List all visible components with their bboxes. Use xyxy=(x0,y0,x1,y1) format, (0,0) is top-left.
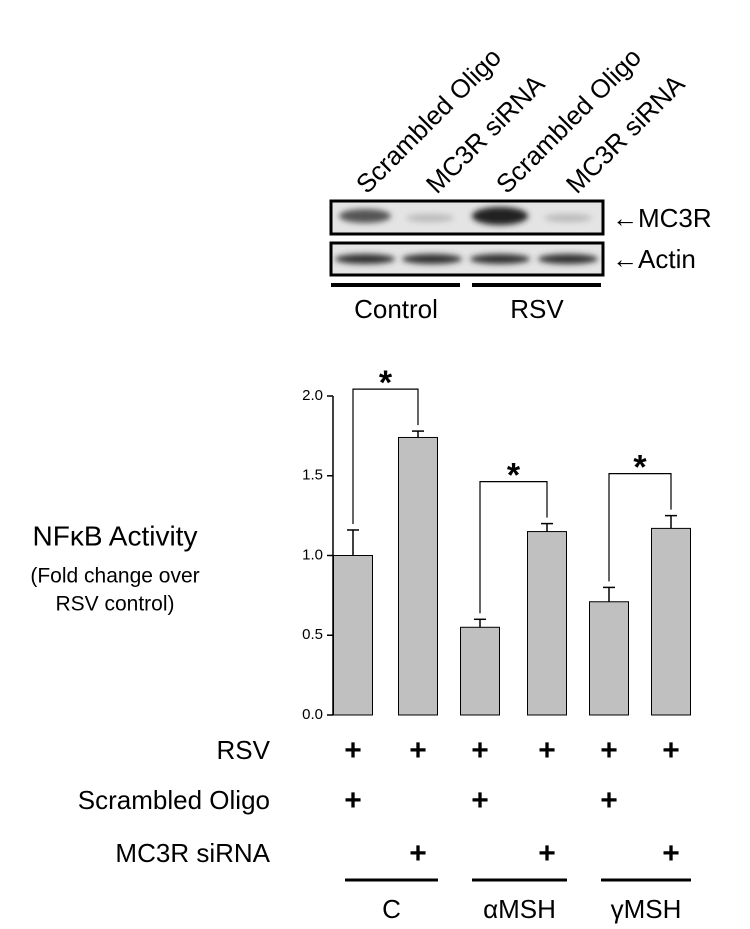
bar xyxy=(589,601,629,716)
y-tick-label: 0.5 xyxy=(302,626,323,643)
bar xyxy=(527,531,567,716)
significance-label: * xyxy=(507,457,521,495)
significance-label: * xyxy=(633,449,647,487)
y-axis-label: (Fold change over xyxy=(30,565,199,588)
condition-label: MC3R siRNA xyxy=(115,838,270,868)
group-label: αMSH xyxy=(483,894,556,924)
blot-group-label: RSV xyxy=(510,294,564,324)
condition-mark: + xyxy=(471,734,489,767)
y-tick-label: 2.0 xyxy=(302,387,323,404)
significance-label: * xyxy=(379,364,393,402)
significance-bracket xyxy=(352,388,419,524)
condition-mark: + xyxy=(344,734,362,767)
bar xyxy=(333,555,373,716)
significance-bracket xyxy=(479,481,548,614)
group-label: γMSH xyxy=(611,894,682,924)
condition-mark: + xyxy=(471,784,489,817)
y-tick-label: 1.0 xyxy=(302,546,323,563)
condition-mark: + xyxy=(538,837,556,870)
blot-group-label: Control xyxy=(354,294,438,324)
y-tick-label: 0.0 xyxy=(302,706,323,723)
bar xyxy=(460,626,500,716)
condition-mark: + xyxy=(662,837,680,870)
condition-mark: + xyxy=(409,734,427,767)
group-label: C xyxy=(382,894,401,924)
condition-mark: + xyxy=(600,784,618,817)
significance-bracket xyxy=(608,473,672,582)
y-axis-label: RSV control) xyxy=(55,593,174,616)
condition-mark: + xyxy=(344,784,362,817)
condition-label: RSV xyxy=(217,735,271,765)
condition-mark: + xyxy=(409,837,427,870)
condition-label: Scrambled Oligo xyxy=(78,785,270,815)
blot-bands xyxy=(335,207,598,264)
condition-mark: + xyxy=(538,734,556,767)
y-axis-label: NFκB Activity xyxy=(33,520,198,551)
condition-mark: + xyxy=(662,734,680,767)
band-label: ←Actin xyxy=(612,244,696,274)
bar xyxy=(398,436,438,716)
condition-mark: + xyxy=(600,734,618,767)
band-label: ←MC3R xyxy=(612,203,712,233)
bar xyxy=(651,527,691,716)
y-tick-label: 1.5 xyxy=(302,467,323,484)
